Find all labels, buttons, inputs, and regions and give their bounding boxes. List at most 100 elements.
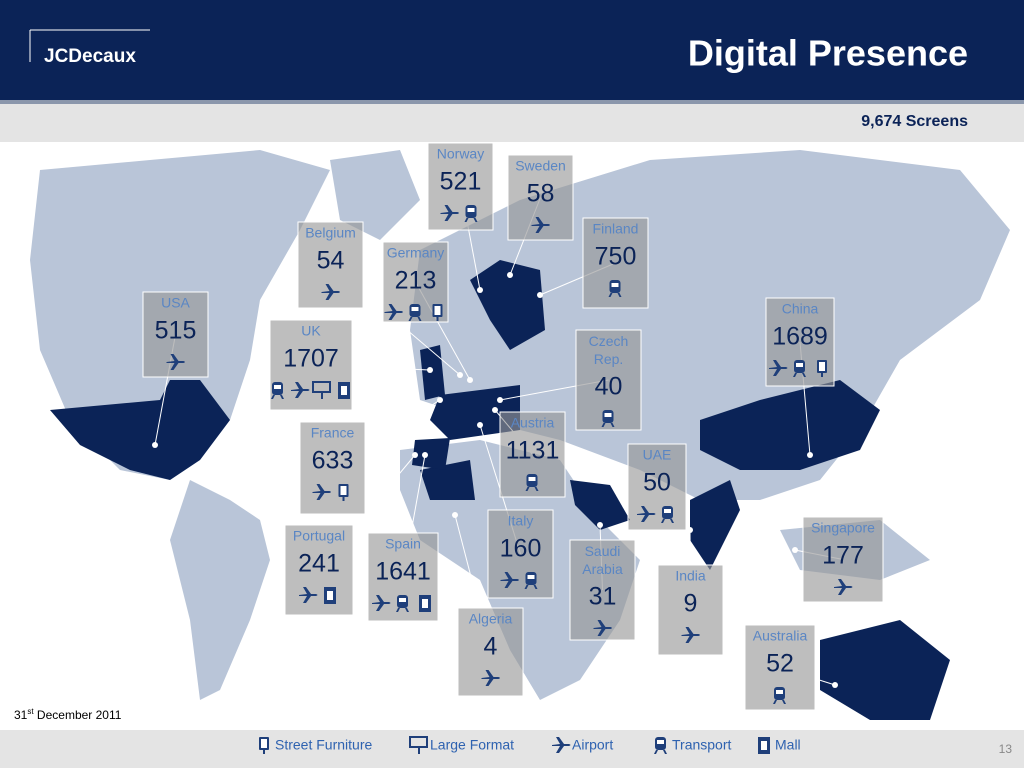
train-window	[604, 413, 612, 417]
country-name: Portugal	[293, 528, 345, 544]
train-window	[796, 363, 803, 367]
legend-label: Street Furniture	[275, 737, 372, 753]
country-boxes: Norway 521 Sweden 58 Belgium 54 Germany 213 Finl…	[142, 142, 884, 711]
airplane	[637, 506, 656, 522]
country-name: Finland	[593, 221, 639, 237]
country-box: Australia 52	[744, 624, 816, 711]
icon-mall	[758, 737, 770, 754]
train-legs	[396, 608, 409, 612]
icon-air	[500, 572, 519, 588]
country-dot	[507, 272, 513, 278]
country-name: Belgium	[305, 225, 356, 241]
screen-count: 52	[766, 650, 794, 678]
legend-label: Large Format	[430, 737, 514, 753]
icon-tr	[793, 360, 806, 377]
screen-count: 521	[440, 168, 482, 196]
country-box: Belgium 54	[297, 221, 364, 309]
date-suffix: st	[27, 707, 34, 716]
airplane	[834, 579, 853, 595]
train-legs	[601, 423, 615, 427]
train-window	[399, 598, 406, 602]
header-bar	[0, 0, 1024, 100]
airplane	[440, 205, 459, 221]
train-window	[611, 283, 619, 287]
country-dot	[422, 452, 428, 458]
airplane	[384, 304, 403, 320]
country-box: China 1689	[765, 297, 835, 387]
train-window	[657, 740, 664, 744]
train-window	[527, 575, 535, 579]
screen-count: 58	[527, 180, 555, 208]
icon-tr	[464, 205, 478, 222]
icon-sf	[432, 304, 443, 321]
icon-sf	[338, 484, 349, 501]
airplane	[312, 484, 331, 500]
icon-air	[291, 382, 310, 398]
panel-leg	[263, 750, 265, 754]
icon-air	[299, 587, 318, 603]
train-window	[664, 509, 671, 513]
country-box: UK 1707	[269, 319, 353, 411]
icon-tr	[601, 410, 615, 427]
country-box: Sweden 58	[507, 154, 574, 241]
screen-count: 633	[312, 447, 354, 475]
country-dot	[152, 442, 158, 448]
panel-leg	[436, 317, 439, 321]
icon-tr	[661, 506, 674, 523]
airplane	[291, 382, 310, 398]
panel-inner	[434, 306, 441, 315]
screen-count: 160	[500, 535, 542, 563]
country-dot	[467, 377, 473, 383]
train-window	[467, 208, 475, 212]
country-name: Singapore	[811, 520, 875, 536]
panel-inner	[340, 486, 347, 495]
panel-inner	[261, 739, 267, 748]
country-dot	[477, 422, 483, 428]
icon-air	[834, 579, 853, 595]
panel-leg	[821, 373, 823, 377]
icon-tr	[608, 280, 622, 297]
train-legs	[525, 487, 539, 491]
icon-tr	[408, 304, 422, 321]
icon-air	[312, 484, 331, 500]
airplane	[681, 627, 700, 643]
airplane	[552, 737, 571, 753]
screen-count: 1689	[772, 323, 828, 351]
screen-count: 4	[484, 633, 498, 661]
country-name: USA	[161, 295, 190, 311]
country-box: Finland 750	[582, 217, 649, 309]
train-legs	[773, 700, 786, 704]
icon-air	[769, 360, 788, 376]
date-day: 31	[14, 708, 28, 722]
country-box: Portugal 241	[284, 524, 354, 616]
icon-tr	[396, 595, 409, 612]
country-name: Czech Rep.	[589, 333, 629, 367]
country-name: Saudi Arabia	[582, 543, 623, 577]
box	[487, 509, 554, 599]
screen-count: 50	[643, 469, 671, 497]
country-dot	[807, 452, 813, 458]
country-dot	[412, 452, 418, 458]
icon-air	[637, 506, 656, 522]
country-box: Spain 1641	[367, 532, 439, 622]
country-dot	[792, 547, 798, 553]
train-legs	[654, 750, 667, 754]
footer-bar	[0, 730, 1024, 768]
country-dot	[457, 372, 463, 378]
country-name: Norway	[437, 146, 484, 162]
icon-air	[440, 205, 459, 221]
screen-count: 9	[684, 590, 698, 618]
airplane	[166, 354, 185, 370]
train-legs	[661, 519, 674, 523]
box	[427, 142, 494, 231]
billboard-leg	[321, 392, 323, 399]
train-legs	[464, 218, 478, 222]
train-window	[528, 477, 536, 481]
country-box: Saudi Arabia 31	[569, 539, 636, 641]
icon-air	[681, 627, 700, 643]
icon-mall	[324, 587, 336, 604]
country-dot	[832, 682, 838, 688]
airplane	[593, 620, 612, 636]
airplane	[500, 572, 519, 588]
country-name: France	[311, 425, 355, 441]
